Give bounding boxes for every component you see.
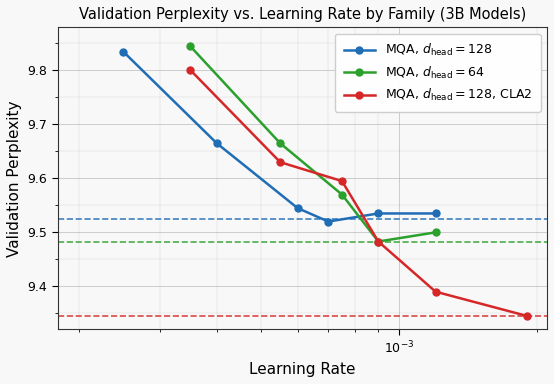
MQA, $d_{\mathrm{head}} = 64$ [375,239,382,244]
MQA, $d_{\mathrm{head}} = 128$, CLA2 [277,160,284,164]
MQA, $d_{\mathrm{head}} = 128$, CLA2 [432,290,439,294]
MQA, $d_{\mathrm{head}} = 128$, CLA2 [524,314,530,318]
Y-axis label: Validation Perplexity: Validation Perplexity [7,100,22,257]
MQA, $d_{\mathrm{head}} = 128$ [294,206,301,210]
Line: MQA, $d_{\mathrm{head}} = 128$: MQA, $d_{\mathrm{head}} = 128$ [120,48,439,225]
MQA, $d_{\mathrm{head}} = 64$ [338,192,345,197]
MQA, $d_{\mathrm{head}} = 64$ [432,230,439,235]
MQA, $d_{\mathrm{head}} = 128$, CLA2 [338,179,345,184]
Line: MQA, $d_{\mathrm{head}} = 128$, CLA2: MQA, $d_{\mathrm{head}} = 128$, CLA2 [187,66,531,319]
MQA, $d_{\mathrm{head}} = 128$ [213,141,220,146]
MQA, $d_{\mathrm{head}} = 128$ [120,49,126,54]
X-axis label: Learning Rate: Learning Rate [249,362,356,377]
Line: MQA, $d_{\mathrm{head}} = 64$: MQA, $d_{\mathrm{head}} = 64$ [187,43,439,245]
MQA, $d_{\mathrm{head}} = 128$ [375,211,382,216]
MQA, $d_{\mathrm{head}} = 64$ [277,141,284,146]
MQA, $d_{\mathrm{head}} = 128$ [325,219,332,224]
MQA, $d_{\mathrm{head}} = 128$, CLA2 [375,239,382,244]
Legend: MQA, $d_{\mathrm{head}} = 128$, MQA, $d_{\mathrm{head}} = 64$, MQA, $d_{\mathrm{: MQA, $d_{\mathrm{head}} = 128$, MQA, $d_… [335,33,541,112]
MQA, $d_{\mathrm{head}} = 128$ [432,211,439,216]
Title: Validation Perplexity vs. Learning Rate by Family (3B Models): Validation Perplexity vs. Learning Rate … [79,7,526,22]
MQA, $d_{\mathrm{head}} = 128$, CLA2 [187,68,193,72]
MQA, $d_{\mathrm{head}} = 64$ [187,44,193,48]
